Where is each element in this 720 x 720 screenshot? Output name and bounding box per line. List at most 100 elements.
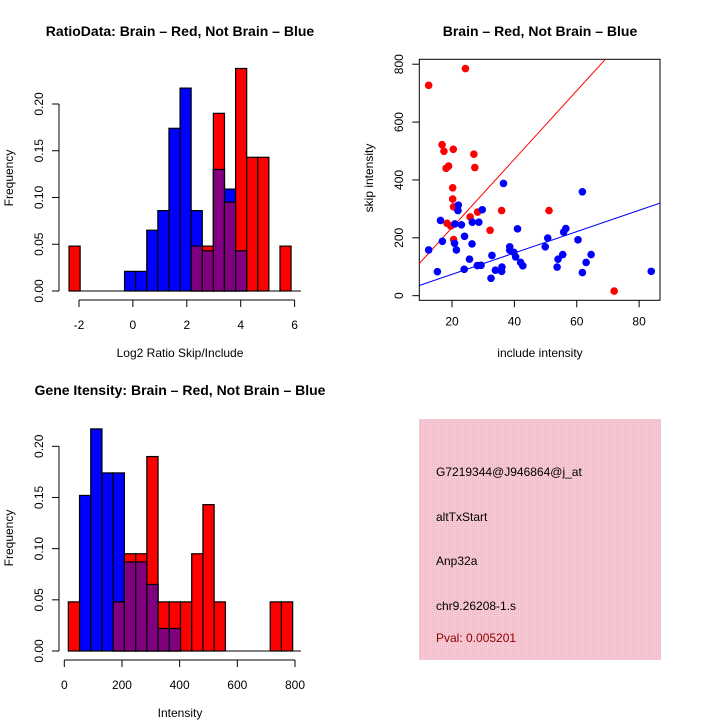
point-not-brain bbox=[497, 267, 506, 276]
point-not-brain bbox=[438, 237, 447, 246]
probe-id: G7219344@J946864@j_at bbox=[436, 465, 582, 479]
scatter-y-tick-label: 600 bbox=[392, 112, 406, 132]
intensity-y-tick-label: 0.10 bbox=[32, 537, 46, 561]
point-not-brain bbox=[475, 218, 483, 226]
point-not-brain bbox=[647, 267, 656, 276]
scatter-xlabel: include intensity bbox=[497, 346, 582, 360]
intensity-y-tick-label: 0.00 bbox=[32, 639, 46, 663]
ratio-y-tick-label: 0.20 bbox=[32, 92, 46, 116]
intensity-bar-not-brain bbox=[90, 428, 103, 652]
point-not-brain bbox=[578, 268, 587, 277]
point-not-brain bbox=[491, 266, 500, 275]
point-not-brain bbox=[452, 246, 461, 254]
ratio-bar-overlap bbox=[234, 250, 248, 292]
ratio-y-tick-label: 0.00 bbox=[32, 279, 46, 303]
point-brain bbox=[440, 147, 448, 156]
point-not-brain bbox=[457, 220, 466, 229]
point-brain bbox=[545, 206, 553, 215]
ratio-bar-overlap bbox=[212, 168, 226, 292]
point-brain bbox=[444, 162, 453, 170]
scatter-y-tick-label: 800 bbox=[392, 54, 406, 74]
point-not-brain bbox=[574, 236, 582, 244]
point-not-brain bbox=[543, 234, 552, 242]
point-not-brain bbox=[478, 205, 487, 214]
ratio-bar-brain bbox=[279, 245, 292, 292]
ratio-y-tick-label: 0.05 bbox=[32, 232, 46, 256]
point-not-brain bbox=[454, 206, 462, 215]
ratio-bar-overlap bbox=[201, 250, 214, 292]
event-type: altTxStart bbox=[436, 510, 488, 524]
genomic-location: chr9.26208-1.s bbox=[436, 599, 516, 613]
intensity-x-tick-label: 0 bbox=[61, 678, 68, 692]
point-not-brain bbox=[488, 251, 496, 260]
point-brain bbox=[470, 163, 479, 172]
ratio-x-tick-label: 0 bbox=[130, 318, 137, 332]
point-not-brain bbox=[553, 263, 561, 271]
point-brain bbox=[470, 150, 478, 158]
scatter-y-tick-label: 0 bbox=[392, 292, 406, 299]
scatter-x-tick-label: 80 bbox=[632, 314, 646, 328]
intensity-x-tick-label: 200 bbox=[112, 678, 132, 692]
gene-name: Anp32a bbox=[436, 554, 478, 568]
gene-intensity-xlabel: Intensity bbox=[158, 706, 203, 720]
ratio-bar-brain bbox=[246, 156, 259, 292]
intensity-bar-brain bbox=[179, 601, 193, 652]
ratio-bar-not-brain bbox=[135, 270, 148, 292]
intensity-bar-brain bbox=[191, 553, 204, 652]
intensity-y-tick-label: 0.15 bbox=[32, 485, 46, 509]
ratio-y-tick-label: 0.15 bbox=[32, 139, 46, 163]
intensity-bar-brain bbox=[269, 601, 283, 652]
intensity-bar-brain bbox=[213, 601, 226, 652]
intensity-bar-not-brain bbox=[101, 472, 114, 652]
ratio-bar-overlap bbox=[223, 201, 237, 292]
p-value: Pval: 0.005201 bbox=[436, 631, 516, 645]
ratio-bar-brain bbox=[257, 156, 270, 292]
ratio-histogram-title: RatioData: Brain – Red, Not Brain – Blue bbox=[46, 23, 315, 39]
ratio-histogram: RatioData: Brain – Red, Not Brain – Blue… bbox=[2, 23, 314, 360]
point-not-brain bbox=[460, 232, 469, 241]
gene-intensity-ylabel: Frequency bbox=[2, 510, 16, 567]
info-panel: G7219344@J946864@j_at altTxStart Anp32a … bbox=[419, 419, 661, 660]
intensity-bar-overlap bbox=[112, 601, 125, 652]
scatter-plot-frame bbox=[418, 58, 661, 301]
scatter-y-tick-label: 400 bbox=[392, 170, 406, 190]
intensity-bar-overlap bbox=[146, 583, 159, 652]
point-not-brain bbox=[433, 267, 442, 276]
ratio-histogram-xlabel: Log2 Ratio Skip/Include bbox=[117, 346, 244, 360]
ratio-bar-brain bbox=[68, 245, 81, 292]
ratio-bar-not-brain bbox=[179, 87, 192, 292]
fit-line-brain bbox=[419, 59, 607, 264]
point-not-brain bbox=[424, 246, 433, 254]
point-brain bbox=[486, 226, 494, 235]
ratio-x-tick-label: 6 bbox=[291, 318, 298, 332]
point-not-brain bbox=[558, 250, 567, 259]
point-brain bbox=[449, 145, 458, 154]
scatter-x-tick-label: 20 bbox=[445, 314, 459, 328]
intensity-bar-brain bbox=[280, 601, 294, 652]
intensity-x-tick-label: 800 bbox=[285, 678, 305, 692]
intensity-y-tick-label: 0.20 bbox=[32, 434, 46, 458]
intensity-bar-overlap bbox=[123, 561, 137, 652]
gene-intensity-histogram: Gene Itensity: Brain – Red, Not Brain – … bbox=[2, 382, 326, 720]
ratio-bar-not-brain bbox=[157, 209, 170, 292]
ratio-x-tick-label: -2 bbox=[74, 318, 85, 332]
point-not-brain bbox=[468, 240, 476, 248]
fit-line-not-brain bbox=[419, 202, 660, 287]
point-not-brain bbox=[582, 258, 590, 267]
ratio-y-tick-label: 0.10 bbox=[32, 185, 46, 209]
point-not-brain bbox=[587, 250, 595, 259]
point-brain bbox=[461, 64, 470, 73]
point-not-brain bbox=[465, 255, 474, 264]
info-panel-background bbox=[419, 419, 661, 660]
point-brain bbox=[448, 183, 457, 192]
ratio-histogram-ylabel: Frequency bbox=[2, 150, 16, 207]
point-not-brain bbox=[468, 218, 477, 226]
ratio-bar-overlap bbox=[190, 245, 203, 292]
scatter-title: Brain – Red, Not Brain – Blue bbox=[443, 23, 638, 39]
scatter-x-tick-label: 60 bbox=[570, 314, 584, 328]
point-brain bbox=[610, 287, 618, 295]
point-not-brain bbox=[519, 262, 527, 270]
point-not-brain bbox=[451, 220, 459, 228]
point-brain bbox=[448, 195, 457, 203]
intensity-x-tick-label: 600 bbox=[227, 678, 247, 692]
